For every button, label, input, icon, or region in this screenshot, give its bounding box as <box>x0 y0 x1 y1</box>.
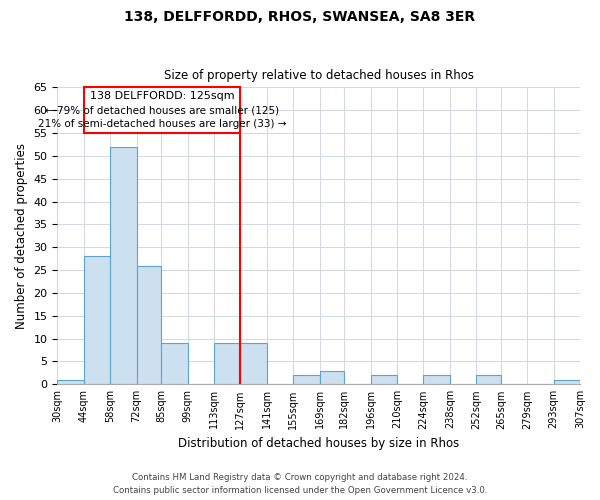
Text: 21% of semi-detached houses are larger (33) →: 21% of semi-detached houses are larger (… <box>38 120 286 130</box>
Bar <box>241 343 267 384</box>
Bar <box>214 343 241 384</box>
Text: ← 79% of detached houses are smaller (125): ← 79% of detached houses are smaller (12… <box>45 105 279 115</box>
Text: Contains HM Land Registry data © Crown copyright and database right 2024.
Contai: Contains HM Land Registry data © Crown c… <box>113 474 487 495</box>
FancyBboxPatch shape <box>84 88 241 133</box>
X-axis label: Distribution of detached houses by size in Rhos: Distribution of detached houses by size … <box>178 437 460 450</box>
Bar <box>554 380 580 384</box>
Y-axis label: Number of detached properties: Number of detached properties <box>15 143 28 329</box>
Text: 138, DELFFORDD, RHOS, SWANSEA, SA8 3ER: 138, DELFFORDD, RHOS, SWANSEA, SA8 3ER <box>124 10 476 24</box>
Title: Size of property relative to detached houses in Rhos: Size of property relative to detached ho… <box>164 69 474 82</box>
Bar <box>84 256 110 384</box>
Bar <box>161 343 188 384</box>
Bar <box>424 375 450 384</box>
Bar <box>137 266 161 384</box>
Bar <box>293 375 320 384</box>
Bar <box>476 375 501 384</box>
Bar <box>371 375 397 384</box>
Bar <box>110 146 137 384</box>
Text: 138 DELFFORDD: 125sqm: 138 DELFFORDD: 125sqm <box>90 91 235 101</box>
Bar <box>320 370 344 384</box>
Bar <box>58 380 84 384</box>
